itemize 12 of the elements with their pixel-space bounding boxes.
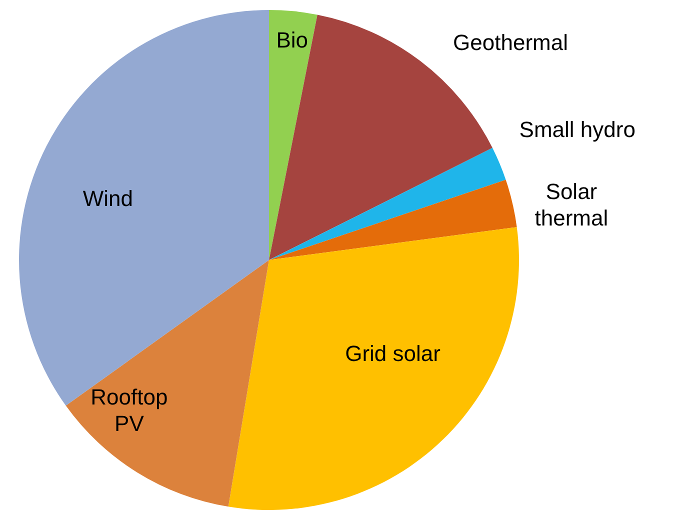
slice-label: Rooftop PV <box>90 384 168 436</box>
pie-slice <box>269 10 318 260</box>
slice-label: Small hydro <box>519 116 636 142</box>
slice-label: Bio <box>276 28 308 53</box>
pie-slice <box>66 260 269 507</box>
slice-label: Solar thermal <box>534 178 608 230</box>
pie-slice <box>269 148 506 260</box>
pie-slice <box>228 227 519 510</box>
slice-label: Wind <box>82 186 134 211</box>
slice-label: Geothermal <box>453 30 568 56</box>
slice-label: Grid solar <box>345 340 440 366</box>
pie-slice <box>269 180 517 260</box>
